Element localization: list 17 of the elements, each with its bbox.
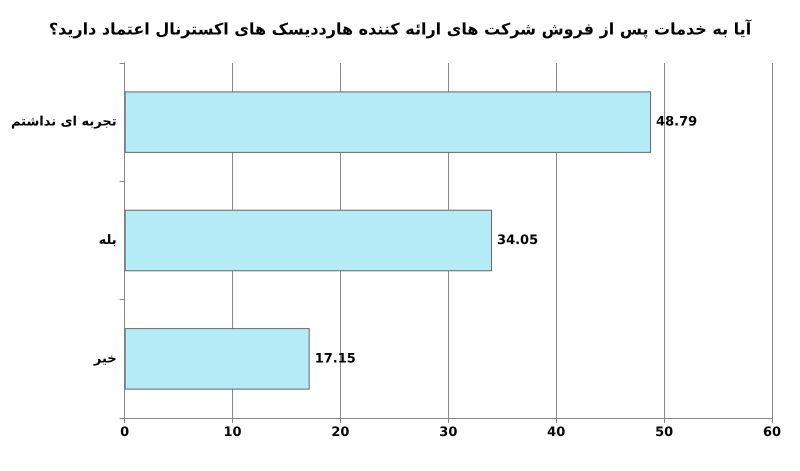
bar [124, 91, 652, 153]
bar [124, 210, 492, 272]
bar [124, 328, 310, 390]
chart-title: آیا به خدمات پس از فروش شرکت های ارائه کننده هارددیسک های اکسترنال اعتماد دارید؟ [48, 18, 752, 38]
x-tick-label: 20 [331, 425, 350, 440]
x-tick-label: 40 [547, 425, 566, 440]
y-tick-label: خیر [92, 351, 117, 366]
x-tick-label: 30 [439, 425, 458, 440]
x-tick-label: 50 [655, 425, 674, 440]
y-tick-label: تجربه ای نداشتم [10, 114, 117, 130]
data-label: 48.79 [656, 114, 698, 130]
x-tick-label: 60 [762, 425, 782, 440]
data-label: 34.05 [497, 233, 538, 248]
data-label: 17.15 [314, 351, 356, 366]
x-tick-label: 10 [224, 425, 242, 440]
y-tick-label: بله [98, 233, 117, 248]
x-tick-label: 0 [120, 425, 130, 440]
